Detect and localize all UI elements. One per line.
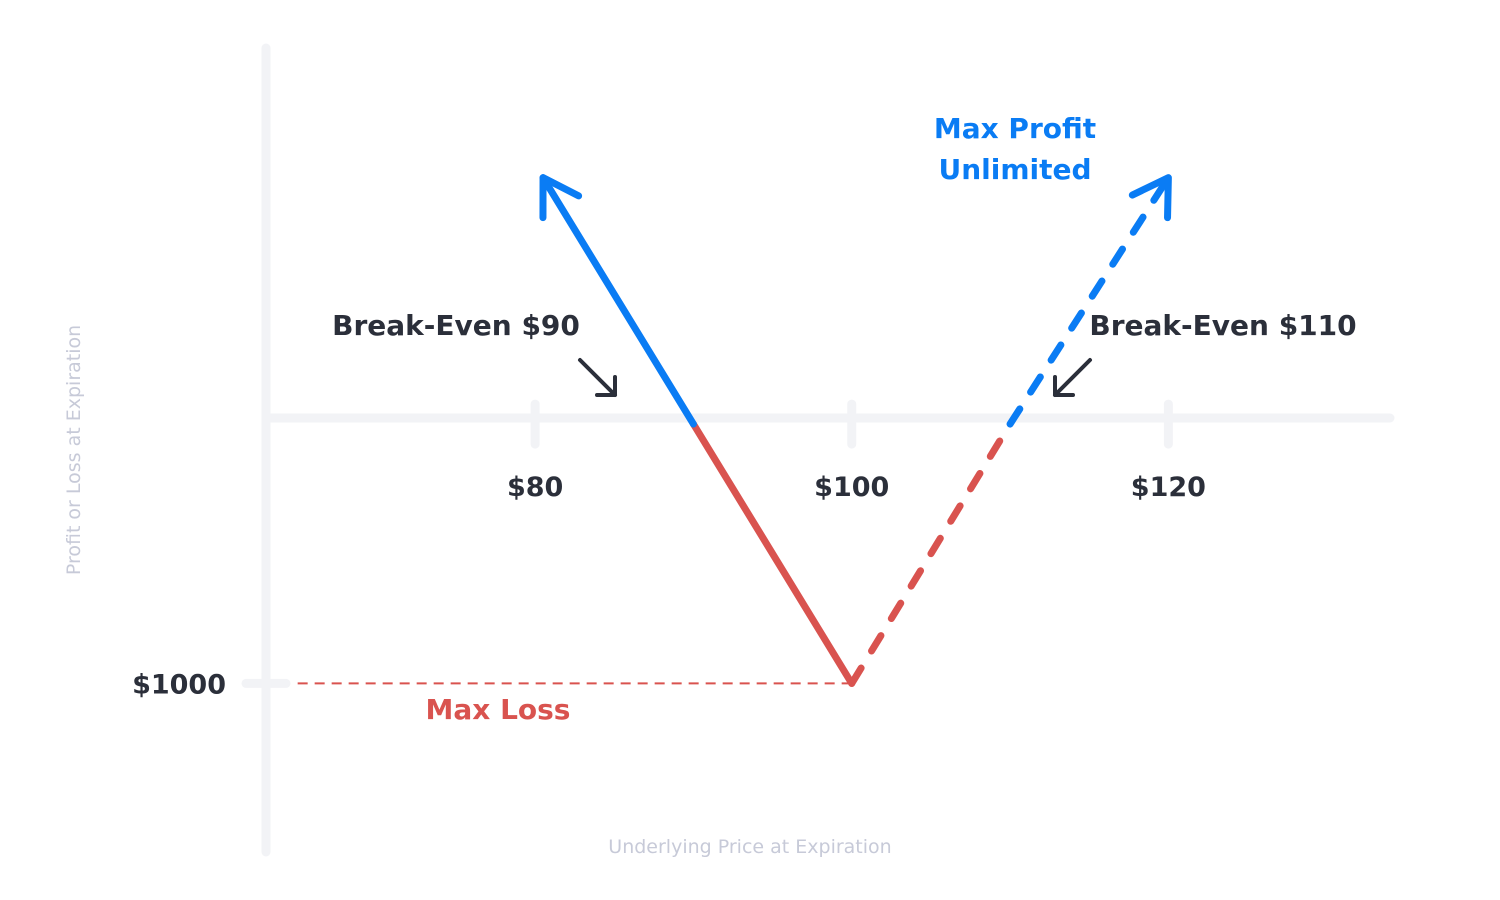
break-even-low-label: Break-Even $90: [332, 309, 580, 342]
max-profit-label-line2: Unlimited: [938, 153, 1091, 186]
y-tick-label: $1000: [132, 669, 226, 700]
max-loss-label: Max Loss: [426, 693, 571, 726]
break-even-low-pointer-icon: [578, 358, 617, 397]
loss-line-dashed: [848, 420, 1014, 687]
x-tick-label: $100: [814, 472, 889, 503]
x-tick-label: $120: [1131, 472, 1206, 503]
profit-line-solid: [539, 174, 697, 428]
y-axis-title: Profit or Loss at Expiration: [63, 325, 85, 575]
profit-line-dashed: [1006, 174, 1172, 428]
break-even-high-pointer-icon: [1053, 358, 1092, 397]
ticks-layer: $80 $100 $120 $1000: [132, 399, 1206, 700]
arrowhead-icon: [1128, 174, 1172, 222]
x-axis-title: Underlying Price at Expiration: [608, 836, 891, 858]
loss-line-solid: [689, 420, 856, 687]
series-layer: [297, 174, 1172, 687]
break-even-high-label: Break-Even $110: [1089, 309, 1356, 342]
max-profit-label-line1: Max Profit: [934, 112, 1096, 145]
x-tick-label: $80: [507, 472, 563, 503]
arrowhead-icon: [539, 174, 583, 222]
